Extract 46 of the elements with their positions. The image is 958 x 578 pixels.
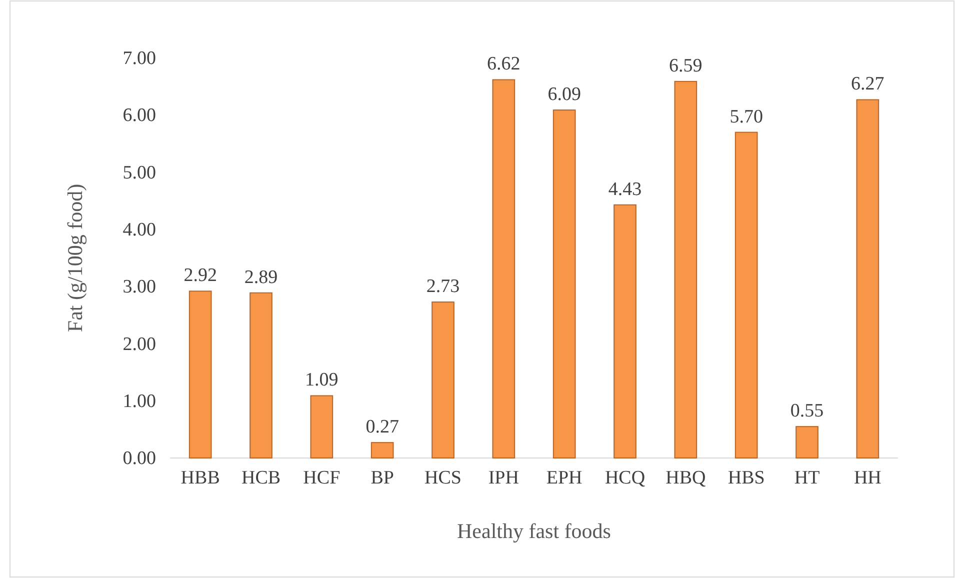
x-tick-label: HT <box>794 467 820 488</box>
y-tick-label: 6.00 <box>122 105 156 126</box>
y-tick-label: 1.00 <box>122 390 156 412</box>
y-axis-title: Fat (g/100g food) <box>63 184 87 332</box>
y-tick-label: 3.00 <box>122 276 156 298</box>
data-label: 6.62 <box>487 54 520 75</box>
bar <box>674 80 698 458</box>
bar <box>250 292 272 458</box>
data-label: 2.73 <box>426 276 460 297</box>
y-tick-label: 7.00 <box>122 48 156 70</box>
bar <box>492 79 516 458</box>
bar <box>310 395 334 458</box>
x-tick-label: HCS <box>424 467 462 488</box>
x-tick-label: HBQ <box>666 467 706 488</box>
y-tick-label: 2.00 <box>122 334 156 355</box>
bar <box>370 442 394 458</box>
data-label: 5.70 <box>730 106 763 128</box>
x-tick-label: HH <box>854 467 882 488</box>
data-label: 0.55 <box>790 400 824 422</box>
data-label: 6.27 <box>851 74 884 95</box>
x-axis-title: Healthy fast foods <box>457 519 611 543</box>
data-label: 2.89 <box>244 266 278 288</box>
data-label: 4.43 <box>608 178 642 200</box>
y-tick-label: 0.00 <box>122 448 156 470</box>
y-tick-label: 4.00 <box>122 220 156 241</box>
data-label: 6.09 <box>548 84 581 105</box>
bar <box>856 99 880 458</box>
x-tick-label: HCB <box>241 467 281 488</box>
bar <box>188 290 212 458</box>
data-label: 1.09 <box>305 370 338 391</box>
x-tick-label: HCQ <box>604 467 646 488</box>
bar <box>552 110 576 458</box>
x-tick-label: IPH <box>488 467 520 488</box>
x-tick-label: HBS <box>728 467 765 488</box>
x-tick-label: HCF <box>303 467 340 488</box>
y-tick-label: 5.00 <box>122 162 156 184</box>
x-tick-label: HBB <box>180 467 220 488</box>
bar <box>614 204 636 458</box>
data-label: 0.27 <box>366 416 399 438</box>
bar <box>734 132 758 458</box>
data-label: 6.59 <box>669 55 702 76</box>
data-label: 2.92 <box>184 265 217 286</box>
bar <box>432 302 454 458</box>
x-tick-label: EPH <box>546 467 583 488</box>
bar <box>796 426 818 458</box>
x-tick-label: BP <box>370 467 394 488</box>
